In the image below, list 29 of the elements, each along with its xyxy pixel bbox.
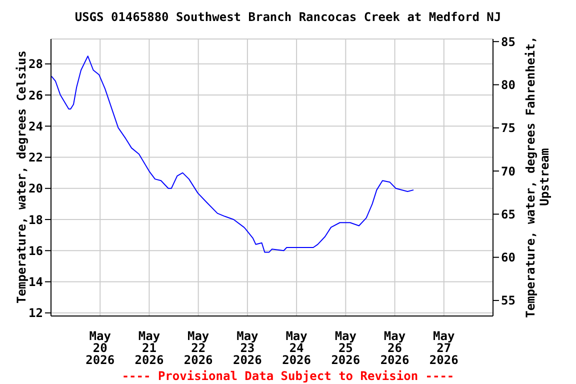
y-tick-label: 14 [28,275,43,290]
x-tick-label: May 25 2026 [331,329,360,367]
y-tick-label: 18 [28,212,43,227]
y2-tick-label: 65 [501,207,516,222]
y2-axis-title: Temperature, water, degrees Fahrenheit, Upstream [524,36,552,318]
y-tick-label: 16 [28,244,43,258]
y2-tick-label: 60 [501,250,516,265]
text: ---- Provisional Data Subject to Revision ---- [120,369,456,383]
x-tick-label: May 26 2026 [380,329,410,367]
x-tick-label: May 22 2026 [184,329,213,367]
y-axis-title: Temperature, water, degrees Celsius [14,50,28,304]
x-tick-label: May 21 2026 [134,329,164,367]
y-tick-label: 20 [28,182,43,196]
line-series [51,56,414,253]
y-tick-label: 28 [28,57,43,72]
y-tick-label: 12 [28,306,43,320]
y2-tick-label: 75 [501,121,516,136]
x-tick-label: May 20 2026 [86,329,115,367]
y-tick-label: 24 [28,119,43,134]
y2-tick-label: 55 [501,294,516,308]
y-tick-label: 26 [28,88,43,102]
y2-tick-label: 70 [501,164,516,178]
x-tick-label: May 24 2026 [282,329,312,367]
y2-tick-label: 80 [501,78,516,92]
y-tick-label: 22 [28,150,43,165]
x-tick-label: May 27 2026 [429,329,458,367]
y2-tick-label: 85 [501,34,516,49]
x-tick-label: May 23 2026 [232,329,262,367]
chart-title: USGS 01465880 Southwest Branch Rancocas Creek at Medford NJ [74,10,502,24]
